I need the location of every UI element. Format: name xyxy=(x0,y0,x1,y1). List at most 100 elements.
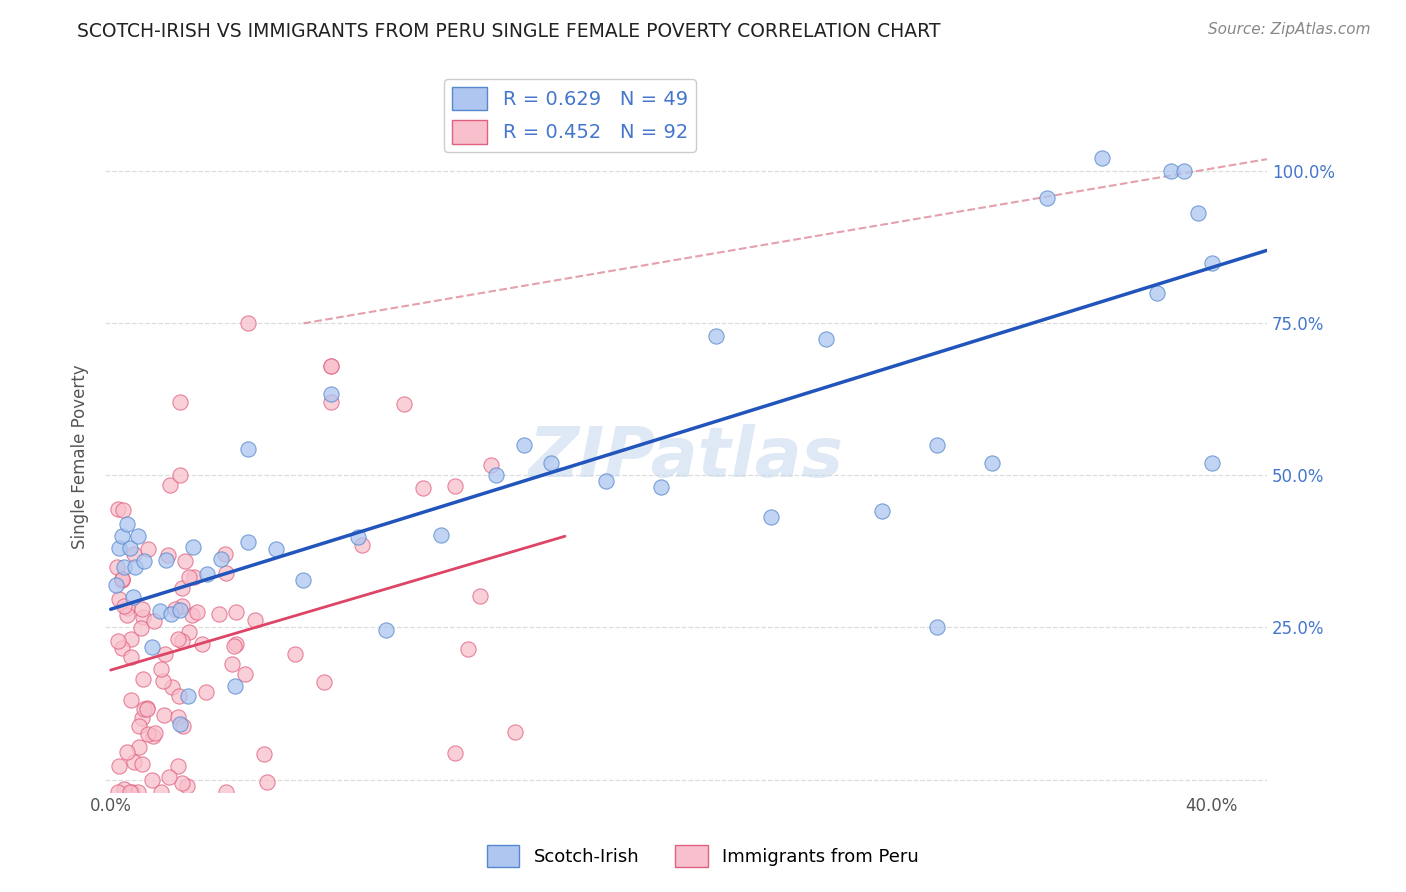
Legend: Scotch-Irish, Immigrants from Peru: Scotch-Irish, Immigrants from Peru xyxy=(479,838,927,874)
Point xyxy=(540,456,562,470)
Point xyxy=(208,607,231,621)
Point xyxy=(157,770,180,784)
Point xyxy=(131,610,153,624)
Point xyxy=(183,569,205,583)
Point xyxy=(704,329,727,343)
Point xyxy=(105,560,128,574)
Point xyxy=(412,482,434,496)
Point xyxy=(238,442,260,457)
Point xyxy=(124,559,146,574)
Point xyxy=(167,632,190,646)
Point xyxy=(503,725,526,739)
Point xyxy=(165,602,187,616)
Point xyxy=(1201,456,1223,470)
Point xyxy=(131,711,153,725)
Point xyxy=(233,666,256,681)
Point xyxy=(138,727,160,741)
Point xyxy=(457,641,479,656)
Point xyxy=(135,702,157,716)
Point xyxy=(157,548,180,562)
Point xyxy=(141,773,163,788)
Point xyxy=(186,605,208,619)
Point xyxy=(132,702,155,716)
Point xyxy=(430,528,453,542)
Point xyxy=(225,637,247,651)
Point xyxy=(176,780,198,794)
Point xyxy=(479,458,502,473)
Legend: R = 0.629   N = 49, R = 0.452   N = 92: R = 0.629 N = 49, R = 0.452 N = 92 xyxy=(444,78,696,152)
Point xyxy=(159,477,181,491)
Point xyxy=(118,785,141,799)
Point xyxy=(1160,164,1182,178)
Point xyxy=(121,693,143,707)
Point xyxy=(238,534,260,549)
Point xyxy=(108,591,131,606)
Point xyxy=(319,359,342,373)
Point xyxy=(925,438,948,452)
Point xyxy=(170,633,193,648)
Point xyxy=(143,726,166,740)
Point xyxy=(195,567,218,582)
Point xyxy=(172,719,194,733)
Point xyxy=(1187,206,1209,220)
Point xyxy=(221,657,243,671)
Point xyxy=(111,573,134,587)
Point xyxy=(595,475,617,489)
Point xyxy=(118,541,141,556)
Point xyxy=(149,785,172,799)
Point xyxy=(319,359,342,373)
Point xyxy=(120,649,142,664)
Point xyxy=(284,647,307,661)
Point xyxy=(169,468,191,483)
Point xyxy=(142,729,165,743)
Point xyxy=(107,633,129,648)
Point xyxy=(108,541,131,556)
Point xyxy=(215,785,238,799)
Point xyxy=(160,607,183,622)
Point xyxy=(107,785,129,799)
Point xyxy=(444,746,467,760)
Point xyxy=(167,758,190,772)
Point xyxy=(107,758,129,772)
Point xyxy=(170,599,193,613)
Point xyxy=(1201,255,1223,269)
Point xyxy=(136,542,159,557)
Point xyxy=(166,710,188,724)
Point xyxy=(375,623,398,637)
Point xyxy=(1173,164,1195,178)
Point xyxy=(121,632,143,646)
Point xyxy=(181,541,204,555)
Point xyxy=(111,529,134,543)
Point xyxy=(127,785,149,799)
Point xyxy=(149,662,172,676)
Point xyxy=(485,468,508,483)
Point xyxy=(117,600,139,615)
Point xyxy=(111,572,134,586)
Point xyxy=(319,387,342,401)
Point xyxy=(141,640,163,655)
Point xyxy=(129,621,152,635)
Point xyxy=(195,684,218,698)
Point xyxy=(352,538,374,552)
Point xyxy=(650,480,672,494)
Point xyxy=(238,317,260,331)
Point xyxy=(181,608,204,623)
Point xyxy=(1035,191,1057,205)
Point xyxy=(155,553,177,567)
Point xyxy=(115,607,138,622)
Point xyxy=(177,570,200,584)
Point xyxy=(111,573,134,587)
Point xyxy=(225,605,247,619)
Point xyxy=(155,647,177,661)
Point xyxy=(468,589,491,603)
Y-axis label: Single Female Poverty: Single Female Poverty xyxy=(72,365,89,549)
Point xyxy=(253,747,276,762)
Point xyxy=(135,701,157,715)
Point xyxy=(128,740,150,755)
Text: Source: ZipAtlas.com: Source: ZipAtlas.com xyxy=(1208,22,1371,37)
Point xyxy=(112,781,135,796)
Point xyxy=(149,604,172,618)
Point xyxy=(131,757,153,772)
Text: ZIPatlas: ZIPatlas xyxy=(529,424,844,491)
Point xyxy=(112,599,135,613)
